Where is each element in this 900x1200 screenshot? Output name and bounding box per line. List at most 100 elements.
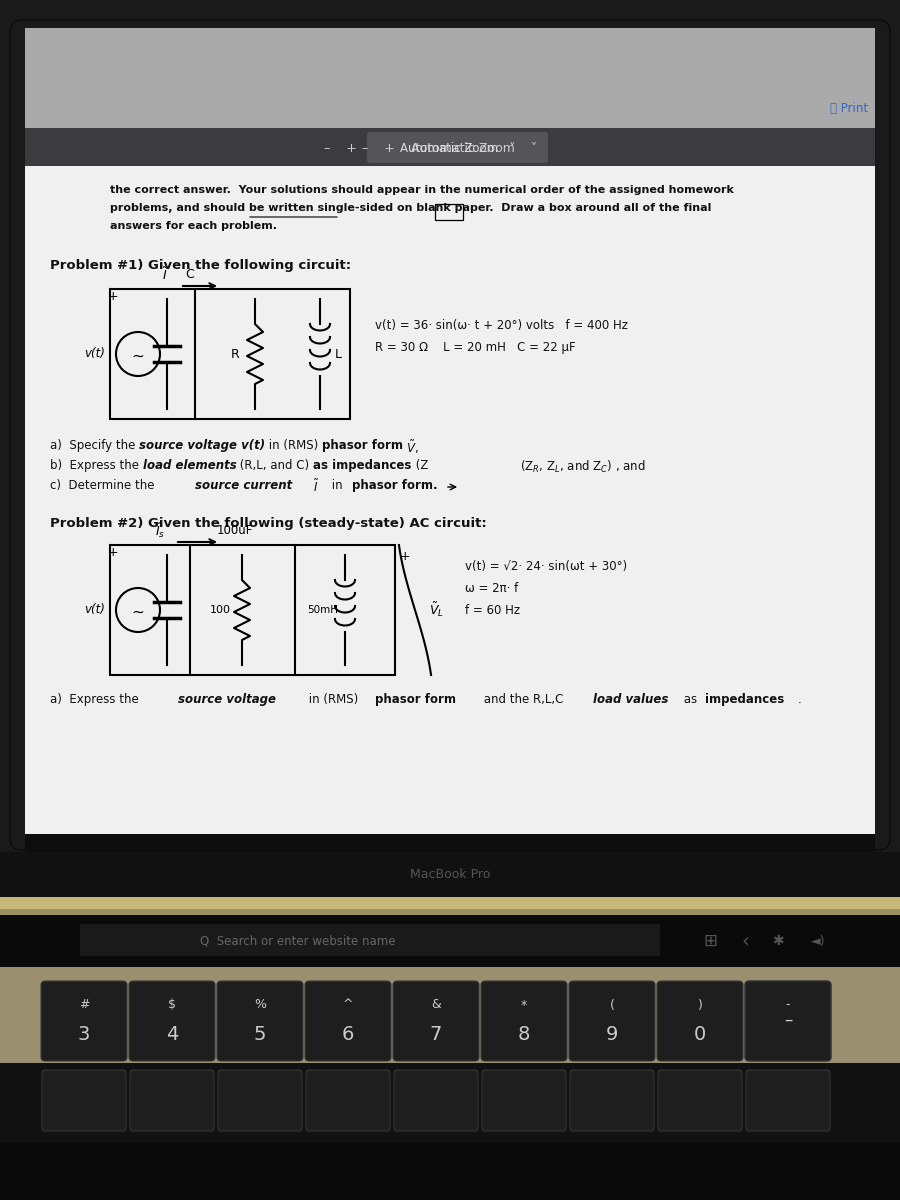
Bar	[25, 166, 875, 834]
FancyBboxPatch shape	[393, 982, 479, 1061]
Bar	[575, 986, 653, 1058]
FancyBboxPatch shape	[745, 982, 831, 1061]
Text: 8: 8	[518, 1026, 530, 1044]
FancyBboxPatch shape	[658, 1070, 742, 1130]
Text: ): )	[698, 998, 702, 1012]
Text: c)  Determine the: c) Determine the	[50, 479, 158, 492]
Text: Automatic Zoom   ˅: Automatic Zoom ˅	[400, 142, 516, 155]
Text: a)  Specify the: a) Specify the	[50, 439, 140, 452]
Text: ω = 2π· f: ω = 2π· f	[465, 582, 518, 595]
Bar	[110, 545, 395, 674]
Text: load values: load values	[593, 692, 669, 706]
Text: %: %	[254, 998, 266, 1012]
Text: $\tilde{I}$: $\tilde{I}$	[310, 479, 320, 496]
FancyBboxPatch shape	[42, 1070, 126, 1130]
Text: phasor form: phasor form	[375, 692, 456, 706]
Bar	[0, 852, 900, 898]
Text: Problem #2) Given the following (steady-state) AC circuit:: Problem #2) Given the following (steady-…	[50, 517, 487, 530]
Text: +: +	[108, 290, 118, 304]
Text: source current: source current	[195, 479, 292, 492]
Text: R: R	[230, 348, 239, 360]
Text: 0: 0	[694, 1026, 706, 1044]
FancyBboxPatch shape	[394, 1070, 478, 1130]
FancyBboxPatch shape	[305, 982, 391, 1061]
Bar	[0, 898, 900, 910]
Bar	[110, 289, 350, 419]
Bar	[47, 986, 125, 1058]
FancyBboxPatch shape	[217, 982, 303, 1061]
Text: 4: 4	[166, 1026, 178, 1044]
Text: 3: 3	[77, 1026, 90, 1044]
FancyBboxPatch shape	[657, 982, 743, 1061]
Bar	[25, 28, 875, 128]
Text: in (RMS): in (RMS)	[266, 439, 322, 452]
FancyBboxPatch shape	[570, 1070, 654, 1130]
Text: in: in	[328, 479, 346, 492]
Text: the correct answer.  Your solutions should appear in the numerical order of the : the correct answer. Your solutions shoul…	[110, 185, 733, 194]
Text: (Z$_R$, Z$_L$, and Z$_C$) , and: (Z$_R$, Z$_L$, and Z$_C$) , and	[520, 458, 646, 475]
Bar	[751, 986, 829, 1058]
FancyBboxPatch shape	[306, 1070, 390, 1130]
Text: as impedances: as impedances	[313, 458, 412, 472]
FancyBboxPatch shape	[41, 982, 127, 1061]
Text: L: L	[335, 348, 341, 360]
Text: v(t): v(t)	[84, 348, 105, 360]
Text: 100: 100	[210, 605, 230, 614]
Text: phasor form.: phasor form.	[352, 479, 437, 492]
Text: impedances: impedances	[705, 692, 784, 706]
Text: phasor form: phasor form	[322, 439, 403, 452]
Text: +: +	[400, 550, 410, 563]
Bar	[0, 1063, 900, 1142]
Text: and the R,L,C: and the R,L,C	[480, 692, 567, 706]
Text: v(t): v(t)	[84, 604, 105, 617]
Text: problems, and should be written single-sided on blank paper.  Draw a box around : problems, and should be written single-s…	[110, 203, 711, 214]
Text: 5: 5	[254, 1026, 266, 1044]
Text: a)  Express the: a) Express the	[50, 692, 142, 706]
Bar	[0, 910, 900, 914]
Text: as: as	[680, 692, 701, 706]
FancyBboxPatch shape	[367, 132, 548, 163]
Text: source voltage v(t): source voltage v(t)	[140, 439, 266, 452]
FancyBboxPatch shape	[481, 982, 567, 1061]
Text: ‹: ‹	[741, 931, 749, 950]
Text: 50mH: 50mH	[308, 605, 338, 614]
Text: $\tilde{I}$: $\tilde{I}$	[162, 266, 168, 283]
Text: in (RMS): in (RMS)	[305, 692, 362, 706]
Text: ~: ~	[131, 605, 144, 619]
Bar	[223, 986, 301, 1058]
Text: b)  Express the: b) Express the	[50, 458, 143, 472]
Text: 6: 6	[342, 1026, 355, 1044]
FancyBboxPatch shape	[129, 982, 215, 1061]
Bar	[25, 128, 875, 166]
Text: load elements: load elements	[143, 458, 237, 472]
Text: ^: ^	[343, 998, 353, 1012]
Text: .: .	[798, 692, 802, 706]
Text: R = 30 Ω    L = 20 mH   C = 22 μF: R = 30 Ω L = 20 mH C = 22 μF	[375, 341, 576, 354]
Text: C: C	[185, 269, 194, 282]
Bar	[135, 986, 213, 1058]
Text: $\tilde{V}_L$: $\tilde{V}_L$	[429, 601, 445, 619]
Text: 9: 9	[606, 1026, 618, 1044]
Text: $\tilde{V}$,: $\tilde{V}$,	[403, 439, 419, 456]
Bar	[0, 967, 900, 1200]
Text: –    +: – +	[324, 142, 356, 155]
Text: source voltage: source voltage	[178, 692, 276, 706]
Text: v(t) = 36· sin(ω· t + 20°) volts   f = 400 Hz: v(t) = 36· sin(ω· t + 20°) volts f = 400…	[375, 319, 628, 332]
Text: ✱: ✱	[772, 934, 784, 948]
Bar	[0, 914, 900, 967]
FancyBboxPatch shape	[569, 982, 655, 1061]
FancyBboxPatch shape	[746, 1070, 830, 1130]
FancyBboxPatch shape	[130, 1070, 214, 1130]
Text: 7: 7	[430, 1026, 442, 1044]
Text: Problem #1) Given the following circuit:: Problem #1) Given the following circuit:	[50, 259, 351, 272]
Text: (R,L, and C): (R,L, and C)	[237, 458, 313, 472]
Text: f = 60 Hz: f = 60 Hz	[465, 604, 520, 617]
FancyBboxPatch shape	[482, 1070, 566, 1130]
Text: –    +    Automatic Zoom    ˅: – + Automatic Zoom ˅	[363, 142, 537, 155]
Bar	[0, 967, 900, 1200]
Text: &: &	[431, 998, 441, 1012]
Bar	[25, 725, 875, 890]
Bar	[399, 986, 477, 1058]
Text: (Z: (Z	[412, 458, 428, 472]
Text: 100uF: 100uF	[217, 524, 253, 538]
